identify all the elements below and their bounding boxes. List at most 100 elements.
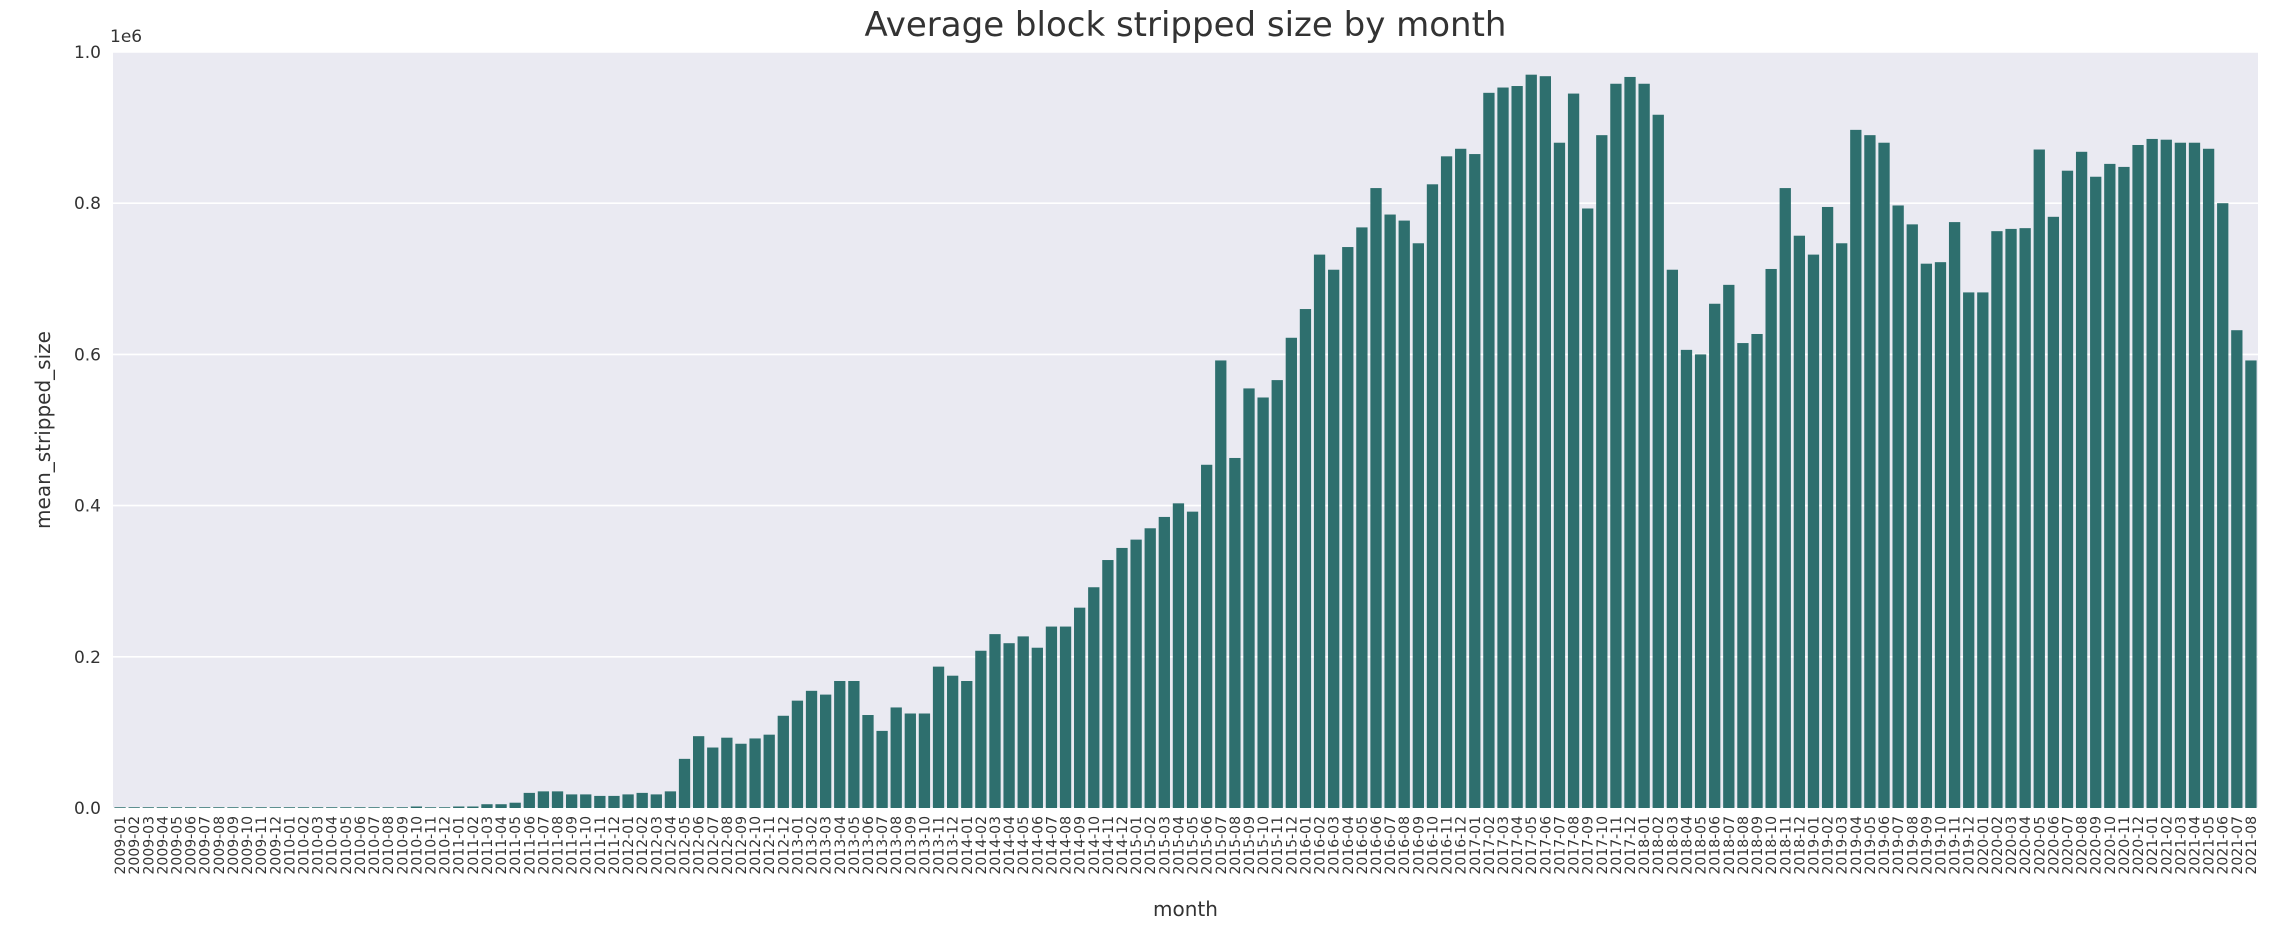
bar (340, 807, 352, 808)
bar (1582, 208, 1594, 808)
bar (918, 713, 931, 808)
bar (1511, 86, 1523, 808)
x-tick-label: 2010-02 (297, 816, 313, 875)
x-tick-label: 2015-06 (1200, 816, 1216, 875)
bar (354, 807, 366, 808)
bar (989, 634, 1001, 808)
bar (438, 807, 451, 808)
bar (1497, 87, 1509, 809)
x-tick-label: 2014-02 (974, 816, 990, 875)
x-tick-label: 2020-02 (1990, 816, 2006, 875)
x-tick-label: 2016-07 (1383, 816, 1399, 875)
bar (1483, 92, 1495, 809)
x-tick-label: 2018-07 (1722, 816, 1738, 875)
x-tick-label: 2013-10 (917, 816, 933, 875)
bar (114, 807, 126, 808)
x-tick-label: 2017-04 (1510, 816, 1526, 875)
x-tick-label: 2009-12 (268, 816, 284, 875)
x-tick-label: 2009-10 (240, 816, 256, 875)
x-tick-label: 2013-08 (889, 816, 905, 875)
bar (1313, 254, 1326, 808)
bar (1271, 380, 1283, 808)
x-tick-label: 2016-03 (1327, 816, 1343, 875)
x-tick-label: 2011-07 (536, 816, 552, 875)
bar (1412, 243, 1424, 808)
bar (255, 807, 267, 808)
x-tick-label: 2015-07 (1214, 816, 1230, 875)
x-tick-label: 2009-08 (212, 816, 228, 875)
bar (862, 715, 874, 808)
bar (1257, 397, 1269, 808)
x-tick-label: 2016-08 (1397, 816, 1413, 875)
bar (947, 675, 959, 808)
bar (382, 807, 394, 808)
x-tick-label: 2020-08 (2075, 816, 2091, 875)
x-tick-label: 2020-10 (2103, 816, 2119, 875)
bar (495, 804, 507, 808)
y-tick-labels: 0.0 0.2 0.4 0.6 0.8 1.0 (74, 43, 101, 819)
bar (961, 680, 973, 808)
bar (1652, 114, 1664, 809)
x-tick-label: 2011-03 (480, 816, 496, 875)
x-tick-label: 2020-05 (2032, 816, 2048, 875)
bar (1737, 343, 1749, 808)
bar (2033, 149, 2045, 809)
x-tick-label: 2021-01 (2145, 816, 2161, 875)
x-tick-label: 2016-04 (1341, 816, 1357, 875)
x-tick-label: 2012-06 (692, 816, 708, 875)
x-tick-label: 2013-06 (861, 816, 877, 875)
x-tick-label: 2014-08 (1059, 816, 1075, 875)
x-tick-label: 2021-02 (2159, 816, 2175, 875)
x-tick-label: 2010-09 (395, 816, 411, 875)
x-tick-label: 2018-09 (1750, 816, 1766, 875)
bar (2104, 163, 2116, 808)
bar (1567, 93, 1580, 808)
bar (763, 734, 775, 808)
x-tick-label: 2010-12 (438, 816, 454, 875)
x-tick-label: 2010-04 (325, 816, 341, 875)
bar (1948, 222, 1961, 809)
bar (1116, 547, 1128, 808)
bar (1455, 148, 1467, 808)
x-tick-label: 2017-05 (1524, 816, 1540, 875)
x-tick-label: 2016-01 (1298, 816, 1314, 875)
x-tick-label: 2020-12 (2131, 816, 2147, 875)
x-tick-label: 2012-01 (621, 816, 637, 875)
x-tick-label: 2019-05 (1863, 816, 1879, 875)
x-tick-label: 2010-07 (367, 816, 383, 875)
bar (1596, 135, 1608, 808)
x-tick-label: 2009-04 (155, 816, 171, 875)
x-tick-label: 2010-05 (339, 816, 355, 875)
bar (1370, 188, 1382, 808)
bar (580, 794, 592, 808)
bar (1836, 243, 1848, 808)
x-tick-label: 2021-07 (2230, 816, 2246, 875)
bar (791, 700, 804, 808)
x-tick-label: 2020-04 (2018, 816, 2034, 875)
bar (297, 807, 310, 808)
bar (1525, 74, 1537, 809)
bar (1779, 188, 1791, 808)
x-tick-label: 2018-04 (1679, 816, 1695, 875)
bar (1850, 129, 1862, 809)
bar (1285, 337, 1297, 808)
x-tick-label: 2009-11 (254, 816, 270, 875)
bar (1229, 457, 1241, 808)
bar (1074, 607, 1086, 808)
bar (1694, 354, 1707, 808)
bar (1878, 142, 1890, 809)
x-tick-label: 2019-10 (1933, 816, 1949, 875)
bar (608, 795, 620, 808)
x-axis-label: month (1153, 897, 1218, 921)
x-tick-label: 2015-09 (1242, 816, 1258, 875)
bar (565, 794, 578, 808)
bar (1991, 231, 2003, 808)
x-tick-label: 2019-08 (1905, 816, 1921, 875)
x-tick-label: 2019-04 (1849, 816, 1865, 875)
bar (1977, 292, 1989, 809)
bar (904, 713, 916, 808)
x-tick-label: 2013-07 (875, 816, 891, 875)
x-tick-label: 2018-11 (1778, 816, 1794, 875)
x-tick-label: 2017-06 (1538, 816, 1554, 875)
